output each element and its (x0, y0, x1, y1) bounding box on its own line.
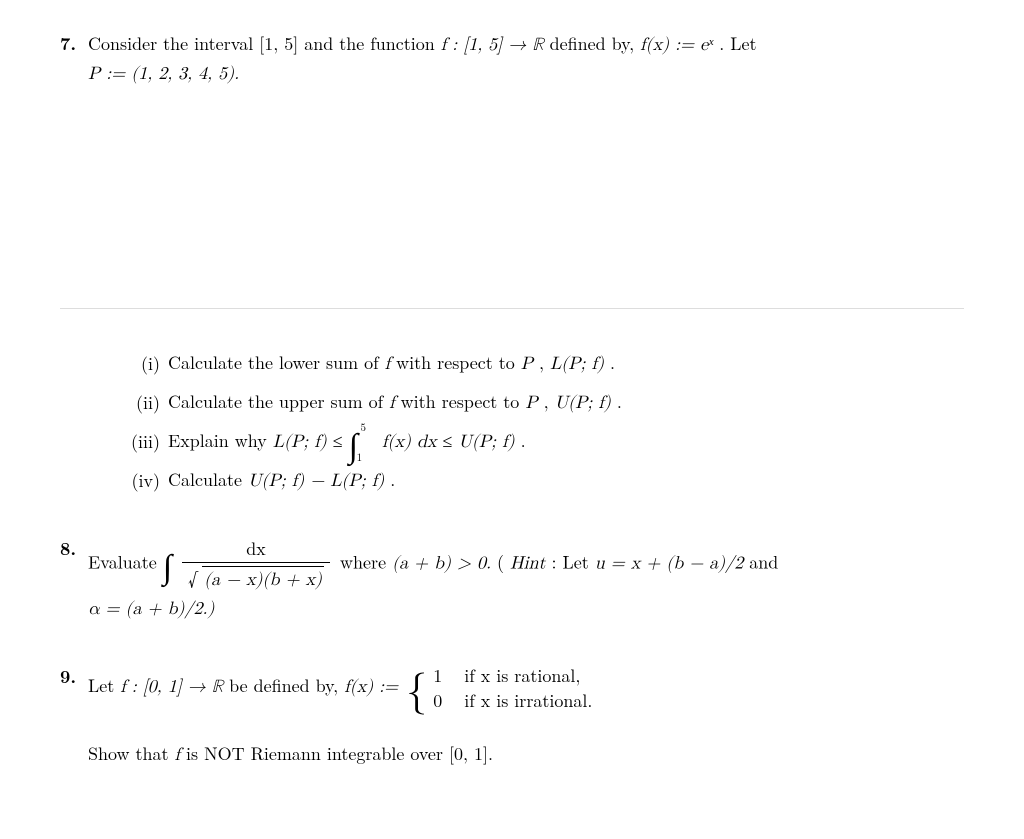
text: with respect to (396, 350, 521, 375)
math: U(P; f) − L(P; f) (248, 472, 384, 490)
denominator: (a − x)(b + x) (182, 562, 330, 594)
part-iii: (iii) Explain why L(P; f) ≤ ∫ 5 1 f(x) d… (120, 427, 964, 456)
problem-number: 9. (60, 663, 88, 690)
math: P (525, 394, 537, 412)
sqrt-radicand: (a − x)(b + x) (202, 566, 324, 594)
text: ( (497, 549, 504, 574)
text: with respect to (401, 389, 526, 414)
problem-number: 7. (60, 30, 88, 57)
part-number: (iv) (120, 467, 168, 494)
text: is NOT Riemann integrable over [0, 1]. (186, 741, 493, 766)
text: Explain why (168, 428, 273, 453)
text: : Let (552, 549, 595, 574)
piecewise-row-1: 1 if x is rational, (433, 663, 592, 688)
value: 1 (433, 663, 442, 688)
math: P := (1, 2, 3, 4, 5). (88, 65, 239, 83)
text: . (390, 467, 395, 492)
problem-statement: Let f : [0, 1] → ℝ be defined by, f(x) :… (88, 663, 964, 769)
piecewise-rows: 1 if x is rational, 0 if x is irrational… (433, 663, 592, 713)
part-ii: (ii) Calculate the upper sum of f with r… (120, 388, 964, 417)
text: Calculate the upper sum of (168, 389, 389, 414)
math: L(P; f) (273, 433, 327, 451)
problem-7-intro: 7. Consider the interval [1, 5] and the … (60, 30, 964, 88)
brace-icon: { (406, 670, 427, 706)
piecewise-row-2: 0 if x is irrational. (433, 688, 592, 713)
math: U(P; f) (458, 433, 514, 451)
text: dx (246, 536, 266, 561)
page-divider (60, 308, 964, 309)
math: f (389, 394, 395, 412)
part-text: Calculate U(P; f) − L(P; f) . (168, 466, 964, 495)
text: and (749, 549, 778, 574)
math: u = x + (b − a)/2 (595, 554, 743, 572)
math: (a + b) > 0. (392, 554, 491, 572)
math: f : [0, 1] → ℝ (120, 678, 223, 696)
value: 0 (433, 688, 442, 713)
problem-7-parts: (i) Calculate the lower sum of f with re… (120, 349, 964, 495)
fraction: dx (a − x)(b + x) (182, 535, 330, 594)
problem-7: 7. Consider the interval [1, 5] and the … (60, 30, 964, 495)
text: Let (88, 673, 120, 698)
page-break-spacer (60, 88, 964, 288)
math: L(P; f) (550, 355, 604, 373)
math: f (175, 746, 181, 764)
hint-label: Hint (510, 554, 546, 572)
part-number: (iii) (120, 428, 168, 455)
text: , (539, 350, 550, 375)
problem-9: 9. Let f : [0, 1] → ℝ be defined by, f(x… (60, 663, 964, 769)
text: ≤ (333, 428, 349, 453)
integral-sign: ∫ 5 1 (349, 433, 358, 453)
part-number: (ii) (120, 389, 168, 416)
math: f(x) := eˣ (640, 36, 713, 54)
problem-number: 8. (60, 535, 88, 562)
text: where (340, 549, 392, 574)
integral-sign: ∫ (163, 554, 172, 574)
text: Evaluate (88, 549, 163, 574)
problem-statement: Consider the interval [1, 5] and the fun… (88, 30, 964, 88)
part-iv: (iv) Calculate U(P; f) − L(P; f) . (120, 466, 964, 495)
sqrt: (a − x)(b + x) (188, 565, 324, 594)
integrand: f(x) dx (382, 433, 437, 451)
text: . (610, 350, 615, 375)
condition: if x is rational, (464, 663, 580, 688)
text: Calculate (168, 467, 248, 492)
numerator: dx (182, 535, 330, 562)
text: , (544, 389, 555, 414)
math: f(x) := (344, 678, 404, 696)
math: α = (a + b)/2.) (88, 600, 214, 618)
condition: if x is irrational. (464, 688, 592, 713)
text: defined by, (550, 31, 641, 56)
piecewise: { 1 if x is rational, 0 if x is irration… (404, 663, 592, 713)
part-text: Explain why L(P; f) ≤ ∫ 5 1 f(x) dx ≤ U(… (168, 427, 964, 456)
text: Calculate the lower sum of (168, 350, 385, 375)
math: f : [1, 5] → ℝ (441, 36, 544, 54)
integral-lower: 1 (357, 455, 363, 462)
math: U(P; f) (555, 394, 611, 412)
text: be defined by, (229, 673, 344, 698)
problem-8-statement: 8. Evaluate ∫ dx (a − x)(b + x) where (a… (60, 535, 964, 623)
text: . (521, 428, 526, 453)
problem-9-statement: 9. Let f : [0, 1] → ℝ be defined by, f(x… (60, 663, 964, 769)
problem-statement: Evaluate ∫ dx (a − x)(b + x) where (a + … (88, 535, 964, 623)
part-text: Calculate the upper sum of f with respec… (168, 388, 964, 417)
text: Show that (88, 741, 175, 766)
math: P (521, 355, 533, 373)
text: Consider the interval [1, 5] and the fun… (88, 31, 441, 56)
part-text: Calculate the lower sum of f with respec… (168, 349, 964, 378)
problem-8: 8. Evaluate ∫ dx (a − x)(b + x) where (a… (60, 535, 964, 623)
math: f (385, 355, 391, 373)
text: ≤ (443, 428, 459, 453)
text: . Let (719, 31, 756, 56)
part-i: (i) Calculate the lower sum of f with re… (120, 349, 964, 378)
part-number: (i) (120, 350, 168, 377)
integral-upper: 5 (360, 425, 366, 432)
text: . (617, 389, 622, 414)
